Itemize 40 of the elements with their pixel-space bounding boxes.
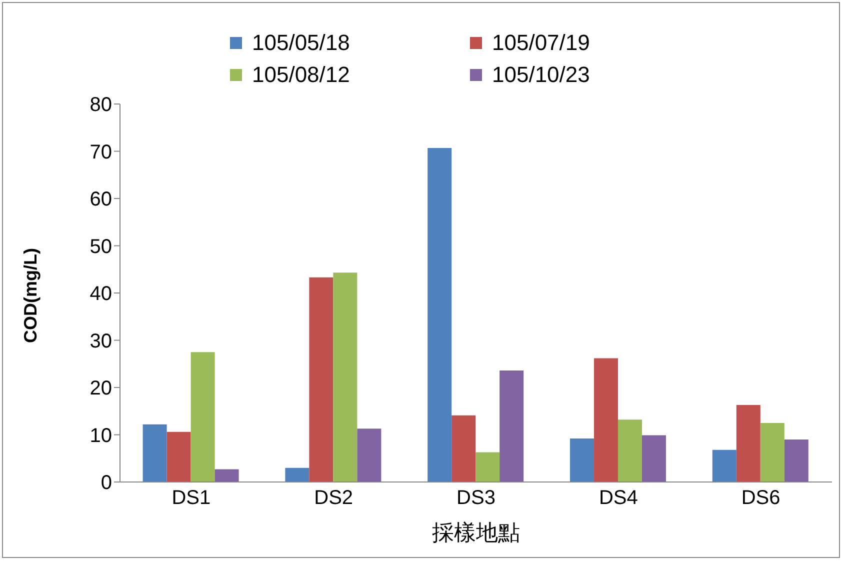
- bar: [500, 370, 524, 482]
- bar: [760, 422, 784, 482]
- y-tick-label: 50: [90, 236, 112, 258]
- y-tick-label: 0: [100, 472, 112, 494]
- x-tick-label: DS3: [456, 487, 496, 510]
- y-tick-label: 20: [90, 378, 112, 400]
- y-tick-label: 70: [90, 141, 112, 164]
- x-tick-label: DS6: [741, 487, 780, 510]
- legend-label: 105/07/19: [492, 30, 590, 56]
- y-tick-label: 40: [90, 283, 112, 306]
- legend-label: 105/08/12: [252, 62, 350, 88]
- bar: [570, 438, 594, 482]
- bar: [285, 468, 310, 482]
- bar: [784, 439, 808, 482]
- bar: [190, 352, 215, 482]
- bar: [618, 420, 642, 482]
- bar: [166, 432, 191, 482]
- x-tick-label: DS2: [314, 487, 354, 510]
- y-tick-label: 60: [90, 188, 112, 211]
- legend-label: 105/05/18: [252, 30, 350, 56]
- bar: [452, 415, 476, 482]
- bar: [476, 452, 500, 482]
- x-tick-label: DS4: [598, 487, 638, 510]
- bar: [309, 277, 334, 482]
- bar: [594, 358, 618, 482]
- bar: [333, 272, 358, 482]
- x-axis-title: 採樣地點: [432, 520, 520, 545]
- x-tick-label: DS1: [172, 487, 211, 510]
- bar: [712, 450, 736, 482]
- bar: [142, 424, 167, 482]
- bar: [736, 404, 760, 482]
- legend-label: 105/10/23: [492, 62, 590, 88]
- y-tick-label: 10: [90, 424, 112, 447]
- bar: [428, 148, 452, 482]
- y-axis-title: COD(mg/L): [20, 248, 40, 343]
- bar: [642, 435, 666, 482]
- bar: [214, 469, 239, 482]
- y-tick-label: 80: [90, 94, 112, 116]
- y-tick-label: 30: [90, 330, 112, 352]
- bar: [357, 428, 382, 482]
